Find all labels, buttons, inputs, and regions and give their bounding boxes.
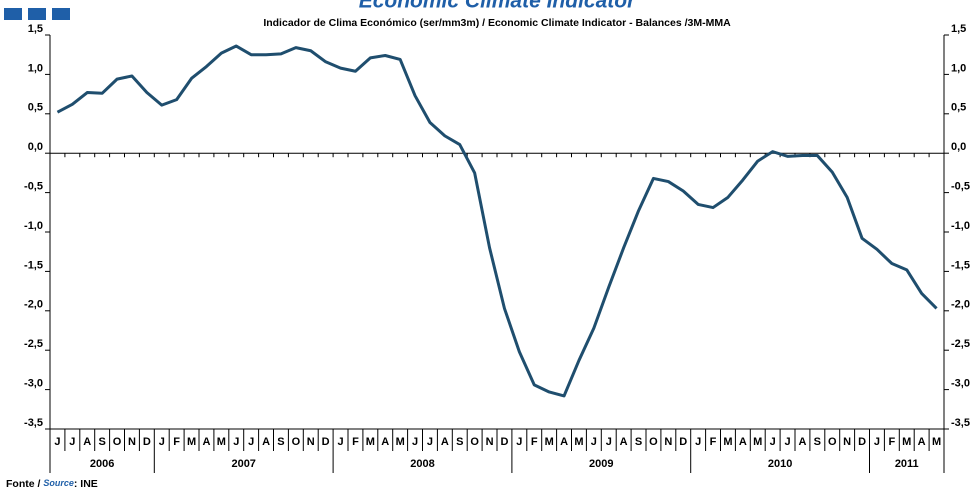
y-tick-label: -1,0: [24, 220, 43, 232]
year-label: 2008: [410, 458, 434, 470]
x-tick-label: M: [753, 436, 762, 448]
source-word: Source: [43, 478, 74, 488]
x-tick-label: J: [770, 436, 776, 448]
x-tick-label: N: [307, 436, 315, 448]
logo-block: [4, 8, 22, 20]
y2-tick-label: 0,5: [951, 102, 966, 114]
x-tick-label: D: [143, 436, 151, 448]
x-tick-label: M: [932, 436, 941, 448]
y-tick-label: 0,5: [28, 102, 43, 114]
x-tick-label: J: [233, 436, 239, 448]
x-tick-label: O: [470, 436, 479, 448]
logo-block: [28, 8, 46, 20]
x-tick-label: A: [739, 436, 747, 448]
y-tick-label: -2,5: [24, 338, 43, 350]
x-tick-label: J: [337, 436, 343, 448]
x-tick-label: M: [366, 436, 375, 448]
year-label: 2006: [90, 458, 114, 470]
x-tick-label: F: [710, 436, 717, 448]
y-tick-label: -1,5: [24, 259, 43, 271]
x-tick-label: F: [173, 436, 180, 448]
x-tick-label: M: [574, 436, 583, 448]
x-tick-label: S: [635, 436, 642, 448]
x-tick-label: J: [54, 436, 60, 448]
x-tick-label: N: [664, 436, 672, 448]
y-tick-label: 1,5: [28, 23, 43, 35]
x-tick-label: M: [187, 436, 196, 448]
y-tick-label: 1,0: [28, 62, 43, 74]
x-tick-label: F: [352, 436, 359, 448]
chart-subtitle: Indicador de Clima Económico (ser/mm3m) …: [263, 17, 731, 29]
x-tick-label: M: [217, 436, 226, 448]
x-tick-label: N: [486, 436, 494, 448]
x-tick-label: D: [858, 436, 866, 448]
x-tick-label: M: [396, 436, 405, 448]
x-tick-label: J: [784, 436, 790, 448]
y-tick-label: -2,0: [24, 299, 43, 311]
x-tick-label: J: [591, 436, 597, 448]
x-tick-label: M: [545, 436, 554, 448]
source: Fonte / Source: INE: [6, 478, 98, 490]
y2-tick-label: 1,0: [951, 62, 966, 74]
x-tick-label: A: [560, 436, 568, 448]
x-tick-label: N: [843, 436, 851, 448]
x-tick-label: N: [128, 436, 136, 448]
y-tick-label: -0,5: [24, 181, 43, 193]
x-tick-label: D: [322, 436, 330, 448]
x-tick-label: A: [83, 436, 91, 448]
year-label: 2009: [589, 458, 613, 470]
x-tick-label: A: [441, 436, 449, 448]
x-tick-label: A: [620, 436, 628, 448]
x-tick-label: M: [902, 436, 911, 448]
x-tick-label: S: [98, 436, 105, 448]
x-tick-label: J: [874, 436, 880, 448]
year-label: 2011: [895, 458, 919, 470]
x-tick-label: J: [606, 436, 612, 448]
x-tick-label: J: [412, 436, 418, 448]
x-tick-label: J: [69, 436, 75, 448]
y-tick-label: -3,0: [24, 378, 43, 390]
x-tick-label: M: [723, 436, 732, 448]
chart-title: Economic Climate Indicator: [359, 0, 637, 13]
y2-tick-label: -2,0: [951, 299, 970, 311]
x-tick-label: S: [277, 436, 284, 448]
x-tick-label: A: [381, 436, 389, 448]
x-tick-label: D: [679, 436, 687, 448]
year-label: 2010: [768, 458, 792, 470]
y2-tick-label: -3,5: [951, 417, 970, 429]
y2-tick-label: -3,0: [951, 378, 970, 390]
y2-tick-label: -1,5: [951, 259, 970, 271]
x-tick-label: F: [531, 436, 538, 448]
x-tick-label: J: [427, 436, 433, 448]
x-tick-label: O: [113, 436, 122, 448]
x-tick-label: D: [500, 436, 508, 448]
logo-block: [52, 8, 70, 20]
x-tick-label: S: [456, 436, 463, 448]
x-tick-label: J: [516, 436, 522, 448]
year-label: 2007: [231, 458, 255, 470]
source-suffix: : INE: [74, 478, 98, 490]
x-tick-label: O: [292, 436, 301, 448]
x-tick-label: A: [202, 436, 210, 448]
x-tick-label: A: [262, 436, 270, 448]
x-tick-label: O: [649, 436, 658, 448]
x-tick-label: A: [798, 436, 806, 448]
y2-tick-label: 1,5: [951, 23, 966, 35]
x-tick-label: A: [918, 436, 926, 448]
x-tick-label: F: [888, 436, 895, 448]
y2-tick-label: -0,5: [951, 181, 970, 193]
y-tick-label: -3,5: [24, 417, 43, 429]
x-tick-label: J: [695, 436, 701, 448]
x-tick-label: J: [248, 436, 254, 448]
source-prefix: Fonte /: [6, 478, 40, 490]
x-tick-label: O: [828, 436, 837, 448]
y-tick-label: 0,0: [28, 141, 43, 153]
x-tick-label: S: [814, 436, 821, 448]
series-line: [56, 44, 938, 398]
y2-tick-label: 0,0: [951, 141, 966, 153]
y2-tick-label: -2,5: [951, 338, 970, 350]
y2-tick-label: -1,0: [951, 220, 970, 232]
x-tick-label: J: [159, 436, 165, 448]
